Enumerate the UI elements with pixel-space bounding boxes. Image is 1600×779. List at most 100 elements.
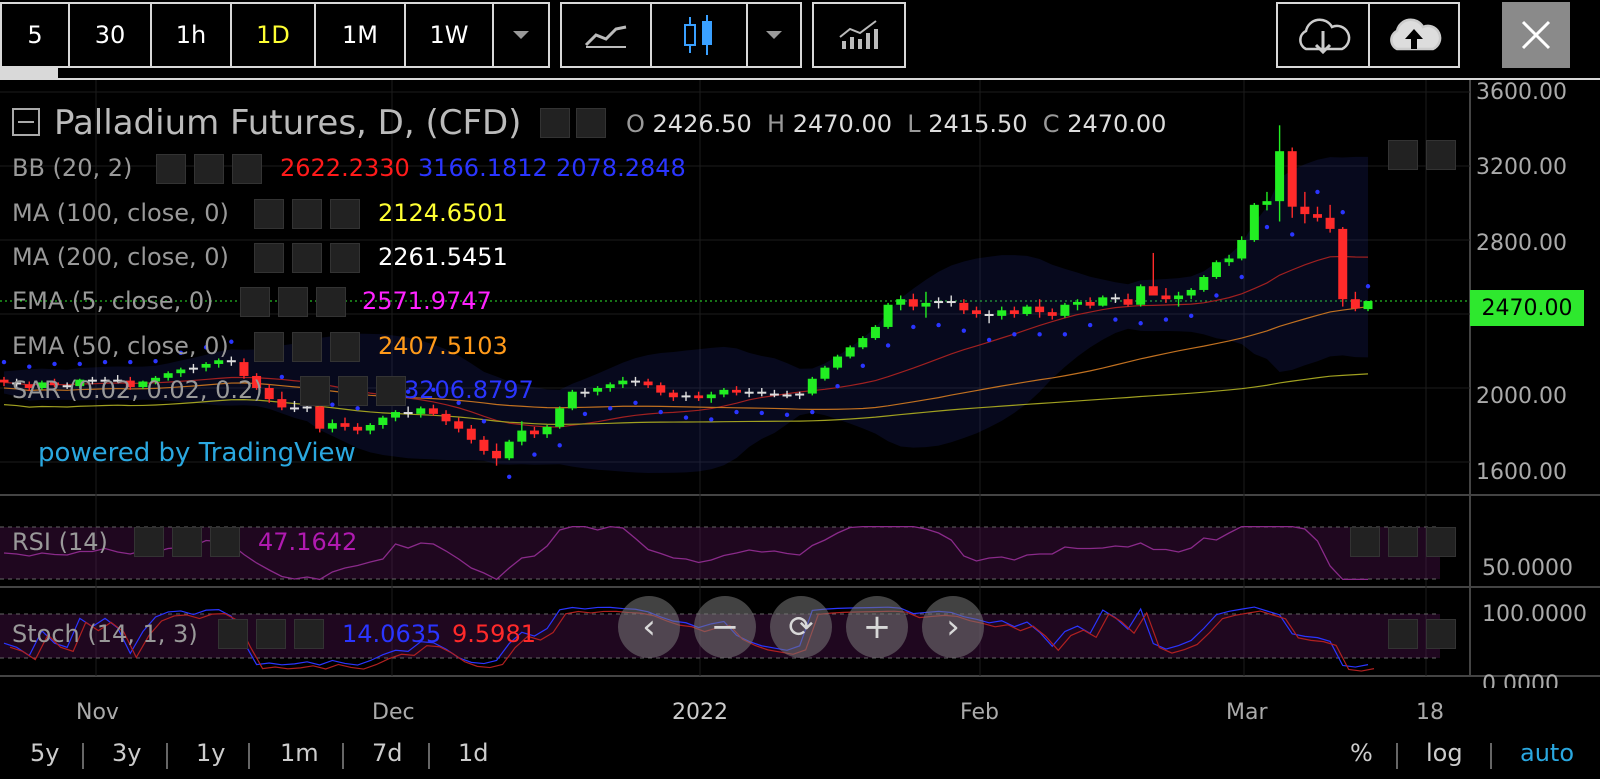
eye-icon[interactable]	[300, 376, 330, 406]
scroll-right-button[interactable]: ›	[922, 596, 984, 658]
ohlc-high: 2470.00	[792, 110, 892, 138]
close-icon[interactable]	[330, 332, 360, 362]
download-button[interactable]	[1276, 2, 1370, 68]
candle-body	[858, 338, 868, 348]
close-icon[interactable]	[210, 527, 240, 557]
close-icon[interactable]	[376, 376, 406, 406]
range-divider	[82, 743, 84, 769]
candlestick-chart-button[interactable]	[650, 2, 748, 68]
price-axis-tick: 1600.00	[1476, 460, 1567, 485]
sar-dot	[405, 389, 411, 394]
candle-body	[997, 310, 1007, 316]
move-down-icon[interactable]	[1388, 527, 1418, 557]
range-7d-button[interactable]: 7d	[372, 739, 403, 767]
close-icon[interactable]	[330, 243, 360, 273]
zoom-out-button[interactable]: −	[694, 596, 756, 658]
close-button[interactable]	[1502, 2, 1570, 68]
scroll-left-button[interactable]: ‹	[618, 596, 680, 658]
eye-icon[interactable]	[218, 619, 248, 649]
candle-body	[441, 413, 451, 422]
rsi-axis-tick: 50.0000	[1482, 556, 1573, 581]
sar-dot	[608, 406, 613, 411]
range-3y-button[interactable]: 3y	[112, 739, 142, 767]
candle-body	[529, 430, 539, 435]
candle-body	[870, 326, 880, 339]
range-1d-button[interactable]: 1d	[458, 739, 489, 767]
log-scale-button[interactable]: log	[1426, 739, 1463, 767]
range-1y-button[interactable]: 1y	[196, 739, 226, 767]
tradingview-watermark[interactable]: powered by TradingView	[38, 438, 356, 468]
sar-dot	[1239, 274, 1244, 280]
expand-icon[interactable]	[1426, 619, 1456, 649]
indicator-value: 3206.8797	[404, 376, 534, 404]
interval-1m-button[interactable]: 1M	[314, 2, 406, 68]
ohlc-open: 2426.50	[652, 110, 752, 138]
candle-body	[378, 417, 388, 425]
line-chart-button[interactable]	[560, 2, 652, 68]
move-up-icon[interactable]	[1350, 527, 1380, 557]
interval-dropdown-button[interactable]	[492, 2, 550, 68]
indicator-value: 2261.5451	[378, 243, 508, 271]
gear-icon[interactable]	[278, 287, 308, 317]
scroll-down-icon[interactable]	[1388, 140, 1418, 170]
indicator-value: 2622.2330	[280, 154, 410, 182]
chart-type-dropdown-button[interactable]	[746, 2, 802, 68]
time-axis-tick: 18	[1416, 700, 1444, 725]
range-5y-button[interactable]: 5y	[30, 739, 60, 767]
sar-dot	[911, 324, 916, 330]
gear-icon[interactable]	[292, 332, 322, 362]
close-icon[interactable]	[330, 199, 360, 229]
close-icon[interactable]	[294, 619, 324, 649]
eye-icon[interactable]	[254, 199, 284, 229]
gear-icon[interactable]	[576, 108, 606, 138]
gear-icon[interactable]	[256, 619, 286, 649]
eye-icon[interactable]	[240, 287, 270, 317]
candle-body	[403, 412, 413, 415]
candle-body	[1035, 306, 1045, 313]
candle-body	[492, 450, 502, 459]
indicators-button[interactable]	[812, 2, 906, 68]
interval-1w-button[interactable]: 1W	[404, 2, 494, 68]
candle-body	[769, 393, 779, 396]
stoch-axis-tick: 0.0000	[1482, 672, 1559, 688]
range-1m-button[interactable]: 1m	[280, 739, 319, 767]
eye-icon[interactable]	[254, 332, 284, 362]
gear-icon[interactable]	[172, 527, 202, 557]
auto-scale-button[interactable]: auto	[1520, 739, 1575, 767]
percent-scale-button[interactable]: %	[1350, 739, 1373, 767]
close-icon[interactable]	[232, 154, 262, 184]
candle-body	[24, 384, 34, 388]
move-up-icon[interactable]	[1388, 619, 1418, 649]
gear-icon[interactable]	[194, 154, 224, 184]
interval-1h-button[interactable]: 1h	[150, 2, 232, 68]
candle-body	[656, 385, 666, 393]
eye-icon[interactable]	[156, 154, 186, 184]
upload-button[interactable]	[1368, 2, 1460, 68]
gear-icon[interactable]	[338, 376, 368, 406]
sar-dot	[1062, 332, 1068, 337]
gear-icon[interactable]	[292, 199, 322, 229]
reset-icon: ⟳	[788, 609, 814, 645]
candle-body	[37, 382, 47, 388]
close-icon[interactable]	[316, 287, 346, 317]
candle-body	[75, 379, 85, 387]
interval-1d-button[interactable]: 1D	[230, 2, 316, 68]
last-price-tag: 2470.00	[1470, 290, 1584, 326]
interval-5-button[interactable]: 5	[0, 2, 70, 68]
eye-icon[interactable]	[134, 527, 164, 557]
gear-icon[interactable]	[292, 243, 322, 273]
interval-30-button[interactable]: 30	[68, 2, 152, 68]
candle-body	[517, 430, 527, 442]
expand-icon[interactable]	[1426, 527, 1456, 557]
indicator-name: MA (200, close, 0)	[12, 243, 229, 271]
collapse-legend-button[interactable]	[12, 108, 40, 136]
chart-canvas[interactable]	[0, 80, 1600, 779]
sar-dot	[1037, 332, 1042, 337]
reset-button[interactable]: ⟳	[770, 596, 832, 658]
eye-icon[interactable]	[540, 108, 570, 138]
zoom-in-button[interactable]: +	[846, 596, 908, 658]
candle-body	[252, 375, 262, 388]
candle-body	[466, 428, 476, 440]
expand-icon[interactable]	[1426, 140, 1456, 170]
eye-icon[interactable]	[254, 243, 284, 273]
